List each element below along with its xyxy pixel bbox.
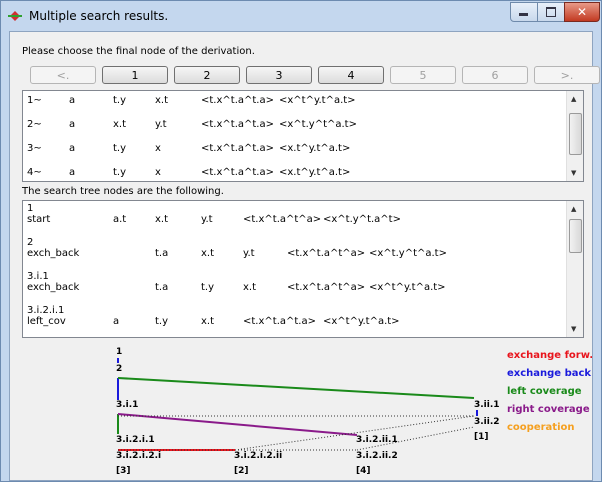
result-cell: a [69,167,76,178]
nav-button[interactable]: 1 [102,66,168,84]
tree-cell: y.t [243,248,255,259]
result-cell: <t.x^t.a^t.a> [201,95,274,106]
result-cell: <x^t^y.t^a.t> [279,95,356,106]
result-cell: t.y [113,167,127,178]
tree-cell: <t.x^t.a^t^a> [287,282,366,293]
result-cell: <t.x^t.a^t.a> [201,167,274,178]
tree-node-id: 3.i.1 [27,271,49,282]
close-button[interactable]: ✕ [564,2,600,22]
tree-node-id: 2 [27,237,34,248]
tree-node-label: 3.i.2.i.2.ii [234,451,282,461]
tree-node-id: 1 [27,203,34,214]
result-cell: y.t [155,119,167,130]
tree-cell: x.t [201,248,215,259]
scrollbar: ▲ ▼ [566,201,583,337]
tree-cell: t.a [155,282,169,293]
search-tree-diagram: 1 2 3.i.1 3.i.2.i.1 3.i.2.i.2.i [3] 3.i.2.i.2.… [116,347,592,476]
result-cell: <x.t^y.t^a.t> [279,167,351,178]
prompt: Please choose the final node of the deri… [22,46,255,57]
nav-button: 6 [462,66,528,84]
tree-node-label: 2 [116,364,122,374]
result-cell: t.y [113,95,127,106]
tree-cell: <t.x^t.a^t^a> [243,214,322,225]
tree-cell: start [27,214,51,225]
dialog-body: Please choose the final node of the deri… [9,31,600,481]
legend-entry: exchange back [507,368,591,379]
result-cell: <x.t^y.t^a.t> [279,143,351,154]
tree-cell: y.t [201,214,213,225]
tree-cell: x.t [201,316,215,327]
legend-entry: right coverage [507,404,590,415]
maximize-button[interactable] [537,2,565,22]
tree-node-label: 3.ii.1 [474,400,500,410]
result-cell: a [69,143,76,154]
tree-cell: x.t [243,282,257,293]
result-cell: x [155,167,161,178]
tree-cell: <x^t.y^t^a.t> [369,248,447,259]
tree-node-label: [3] [116,466,131,476]
scrollbar: ▲ ▼ [566,91,583,181]
legend-entry: left coverage [507,386,582,397]
app-icon [8,11,22,21]
nav-button[interactable]: 3 [246,66,312,84]
result-cell: a [69,119,76,130]
result-cell: <t.x^t.a^t.a> [201,143,274,154]
result-cell: 3~ [27,143,42,154]
tree-node-label: [2] [234,466,249,476]
legend-entry: cooperation [507,422,575,433]
tree-cell: t.a [155,248,169,259]
tree-list: ▲ ▼ 1 start a.t x.t y.t <t.x^t.a^t^a> <x^t.y^t.… [22,200,584,338]
tree-cell: <t.x^t.a^t^a> [287,248,366,259]
result-cell: 2~ [27,119,42,130]
nav-button[interactable]: 2 [174,66,240,84]
tree-node-label: [1] [474,432,489,442]
tree-node-label: 3.ii.2 [474,417,500,427]
tree-cell: a [113,316,120,327]
minimize-button[interactable] [510,2,538,22]
result-cell: x [155,143,161,154]
tree-cell: a.t [113,214,127,225]
window-title: Multiple search results. [29,9,169,23]
result-cell: <t.x^t.a^t.a> [201,119,274,130]
tree-cell: exch_back [27,248,80,259]
tree-node-label: 3.i.2.ii.2 [356,451,398,461]
result-cell: a [69,95,76,106]
tree-cell: x.t [155,214,169,225]
legend-entry: exchange forw. [507,350,592,361]
tree-cell: left_cov [27,316,66,327]
result-cell: <x^t.y^t^a.t> [279,119,357,130]
nav-button[interactable]: 4 [318,66,384,84]
tree-node-label: 3.i.2.i.1 [116,435,155,445]
tree-node-label: [4] [356,466,371,476]
result-cell: x.t [155,95,169,106]
tree-node-label: 3.i.2.ii.1 [356,435,398,445]
result-cell: x.t [113,119,127,130]
tree-cell: exch_back [27,282,80,293]
result-cell: 1~ [27,95,42,106]
results-list: ▲ ▼ 1~ a t.y x.t <t.x^t.a^t.a> <x^t^y.t^a.t> 2~… [22,90,584,182]
nav-button: <. [30,66,96,84]
tree-cell: <x^t^y.t^a.t> [323,316,400,327]
tree-cell: <x^t.y^t.a^t> [323,214,401,225]
tree-cell: <x^t^y.t^a.t> [369,282,446,293]
tree-cell: <t.x^t.a^t.a> [243,316,316,327]
tree-edges [117,358,478,451]
tree-node-id: 3.i.2.i.1 [27,305,65,316]
result-cell: 4~ [27,167,42,178]
tree-cell: t.y [201,282,215,293]
tree-node-label: 1 [116,347,122,357]
tree-label: The search tree nodes are the following. [22,186,224,197]
tree-cell: t.y [155,316,169,327]
nav-button: 5 [390,66,456,84]
nav-button: >. [534,66,600,84]
tree-node-label: 3.i.1 [116,400,138,410]
tree-node-label: 3.i.2.i.2.i [116,451,161,461]
result-cell: t.y [113,143,127,154]
